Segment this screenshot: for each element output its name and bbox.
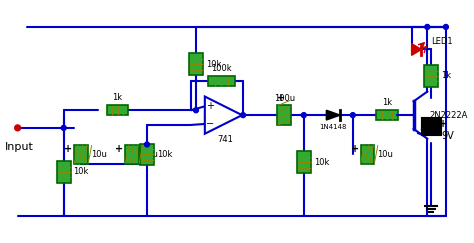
Circle shape — [193, 108, 199, 113]
Polygon shape — [326, 110, 340, 120]
Bar — [277, 105, 291, 125]
Text: 100k: 100k — [211, 64, 232, 73]
Circle shape — [241, 113, 246, 118]
Circle shape — [61, 125, 66, 130]
Text: +: + — [64, 144, 73, 155]
Text: 1k: 1k — [441, 71, 451, 80]
Text: 10u: 10u — [377, 150, 393, 159]
Circle shape — [145, 142, 149, 147]
Text: 1N4148: 1N4148 — [319, 124, 347, 130]
Bar — [424, 65, 438, 87]
Bar — [140, 144, 154, 165]
Text: 10k: 10k — [314, 158, 329, 167]
Text: +: + — [206, 101, 214, 111]
Text: 1k: 1k — [112, 93, 123, 102]
Text: 9V: 9V — [441, 131, 454, 141]
Text: +: + — [115, 144, 124, 155]
Polygon shape — [205, 96, 242, 134]
Text: 741: 741 — [218, 135, 233, 144]
Bar — [189, 53, 203, 75]
Circle shape — [444, 25, 448, 29]
Bar — [107, 105, 128, 115]
Bar — [361, 145, 374, 164]
Text: 1k: 1k — [382, 98, 392, 107]
Text: 10k: 10k — [206, 60, 221, 69]
Text: 10u: 10u — [142, 150, 158, 159]
Text: +: + — [277, 93, 285, 103]
Bar — [57, 161, 71, 183]
Text: +: + — [351, 144, 359, 155]
Text: 10k: 10k — [73, 167, 89, 176]
Circle shape — [15, 125, 20, 131]
Circle shape — [301, 113, 306, 118]
Bar — [74, 145, 88, 164]
Polygon shape — [411, 43, 421, 55]
Text: 100u: 100u — [273, 94, 295, 103]
Text: 10k: 10k — [157, 150, 172, 159]
Text: 10u: 10u — [91, 150, 107, 159]
Bar — [208, 76, 235, 86]
Circle shape — [350, 113, 355, 118]
Text: LED1: LED1 — [431, 37, 453, 46]
Bar — [297, 151, 310, 173]
Text: 2N2222A: 2N2222A — [429, 111, 468, 120]
Circle shape — [425, 25, 430, 29]
Bar — [126, 145, 139, 164]
Text: Input: Input — [5, 142, 34, 152]
Bar — [376, 110, 398, 120]
Text: −: − — [206, 120, 214, 130]
Text: +: + — [439, 119, 447, 129]
